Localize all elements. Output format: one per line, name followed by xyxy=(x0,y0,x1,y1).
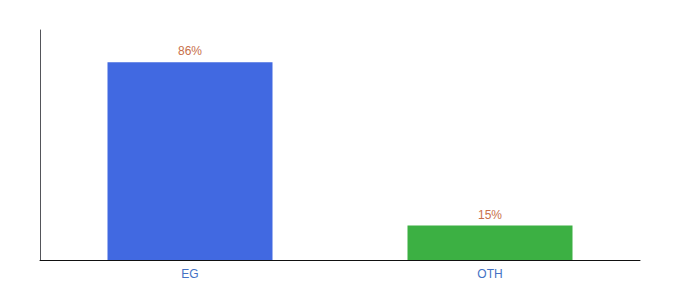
svg-text:OTH: OTH xyxy=(477,267,502,281)
svg-text:15%: 15% xyxy=(478,208,502,222)
svg-text:EG: EG xyxy=(181,267,198,281)
svg-text:86%: 86% xyxy=(178,44,202,58)
